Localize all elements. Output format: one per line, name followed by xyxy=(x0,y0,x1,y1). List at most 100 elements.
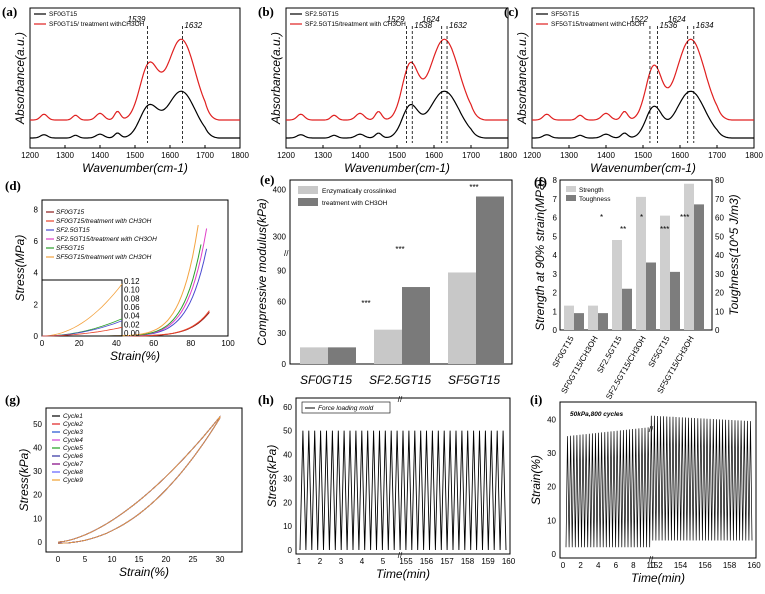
plot-g-frame xyxy=(45,407,243,553)
y-tick-label: 3 xyxy=(553,270,558,279)
ftir-frame-0 xyxy=(29,7,241,149)
plot-i-frame xyxy=(559,401,757,559)
y-tick-label: 40 xyxy=(283,451,292,460)
panel-label-0: (a) xyxy=(2,4,17,19)
legend-entry: SF5GT15 xyxy=(551,11,580,18)
peak-label: 1624 xyxy=(668,15,686,24)
legend-entry: SF0GT15/ treatment withCH3OH xyxy=(49,21,145,28)
y-tick-label: 2 xyxy=(553,289,558,298)
y2-tick-label: 20 xyxy=(715,289,724,298)
y-tick-label: 90 xyxy=(277,266,286,275)
y2-tick-label: 80 xyxy=(715,176,724,185)
plot-h-frame xyxy=(295,397,511,555)
y-tick-label: 50 xyxy=(283,427,292,436)
x-category-label: SF5GT15 xyxy=(448,373,500,387)
spectrum-untreated xyxy=(30,90,240,139)
strength-bar xyxy=(636,196,646,330)
significance-mark: *** xyxy=(680,213,689,222)
x-tick-label: 154 xyxy=(674,561,688,570)
legend-entry: SF0GT15 xyxy=(56,209,85,216)
inset-curve xyxy=(41,283,123,337)
y2-axis-label: Toughness(10^5 J/m3) xyxy=(727,194,741,315)
legend-entry: SF2.5GT15/treatment with CH3OH xyxy=(56,236,157,243)
y2-tick-label: 40 xyxy=(715,251,724,260)
inset-tick-label: 0.12 xyxy=(124,277,140,286)
x-tick-label: 1300 xyxy=(560,151,578,160)
y2-tick-label: 10 xyxy=(715,307,724,316)
x-tick-label: 60 xyxy=(149,339,158,348)
spectrum-treated xyxy=(286,38,508,121)
spectrum-untreated xyxy=(532,90,754,139)
significance-mark: *** xyxy=(361,299,370,308)
y-axis-label: Stress(kPa) xyxy=(17,449,31,512)
y-tick-label: 10 xyxy=(547,516,556,525)
x-tick-label: 1400 xyxy=(91,151,109,160)
cycle-loop-8 xyxy=(57,415,221,544)
legend-entry: SF2.5GT15 xyxy=(305,11,339,18)
strain-signal xyxy=(565,415,753,548)
toughness-bar xyxy=(670,271,680,330)
y2-tick-label: 60 xyxy=(715,214,724,223)
strength-bar xyxy=(684,183,694,330)
strength-bar xyxy=(660,215,670,330)
annotation-label: 50kPa,800 cycles xyxy=(570,411,624,418)
x-tick-label: 2 xyxy=(318,557,323,566)
force-signal xyxy=(299,430,507,551)
y-tick-label: 40 xyxy=(33,443,42,452)
toughness-bar xyxy=(574,313,584,330)
y-tick-label: 0 xyxy=(553,326,558,335)
x-axis-label: Strain(%) xyxy=(110,349,160,363)
x-axis-label: Strain(%) xyxy=(119,565,169,579)
y-tick-label: 30 xyxy=(277,329,286,338)
spectrum-treated xyxy=(532,38,754,121)
axis-break-mark: // xyxy=(398,551,403,560)
x-tick-label: 1800 xyxy=(499,151,517,160)
x-tick-label: 160 xyxy=(502,557,516,566)
x-tick-label: 20 xyxy=(162,555,171,564)
legend-entry: Cycle5 xyxy=(63,445,83,452)
x-axis-label: Time(min) xyxy=(631,571,685,585)
x-tick-label: 1700 xyxy=(708,151,726,160)
axis-break-mark: // xyxy=(398,395,403,404)
x-tick-label: 4 xyxy=(360,557,365,566)
panel-label-i: (i) xyxy=(530,392,542,407)
y-tick-label: 0 xyxy=(34,332,39,341)
x-tick-label: 1200 xyxy=(21,151,39,160)
y-tick-label: 30 xyxy=(547,449,556,458)
y-tick-label: 2 xyxy=(34,300,39,309)
inset-tick-label: 0.10 xyxy=(124,286,140,295)
significance-mark: *** xyxy=(469,183,478,192)
panel-label-2: (c) xyxy=(504,4,518,19)
bar-1-0 xyxy=(374,329,402,364)
legend-entry: SF5GT15 xyxy=(56,245,85,252)
legend-entry: Strength xyxy=(579,187,604,194)
x-tick-label: 1700 xyxy=(462,151,480,160)
peak-label: 1539 xyxy=(128,15,146,24)
y-axis-label: Strain(%) xyxy=(529,455,543,505)
legend-swatch xyxy=(298,198,318,206)
legend-entry: SF5GT15/treatment withCH3OH xyxy=(551,21,645,28)
y-tick-label: 20 xyxy=(547,483,556,492)
bar-1-1 xyxy=(402,287,430,364)
x-tick-label: 0 xyxy=(40,339,45,348)
y-axis-label: Absorbance(a.u.) xyxy=(13,32,27,125)
toughness-bar xyxy=(646,262,656,330)
y-tick-label: 30 xyxy=(283,474,292,483)
ftir-frame-1 xyxy=(285,7,509,149)
x-category-label: SF0GT15 xyxy=(551,334,576,369)
legend-entry: Cycle8 xyxy=(63,469,83,476)
x-tick-label: 1400 xyxy=(351,151,369,160)
y-tick-label: 6 xyxy=(553,214,558,223)
toughness-bar xyxy=(598,313,608,330)
axis-break-mark: // xyxy=(284,249,289,258)
legend-swatch xyxy=(298,186,318,194)
legend-entry: treatment with CH3OH xyxy=(322,200,388,207)
axis-break-mark: // xyxy=(649,555,654,564)
legend-entry: Cycle3 xyxy=(63,429,83,436)
x-tick-label: 10 xyxy=(108,555,117,564)
x-tick-label: 158 xyxy=(723,561,737,570)
toughness-bar xyxy=(694,204,704,330)
x-tick-label: 1600 xyxy=(161,151,179,160)
x-category-label: SF2.5GT15 xyxy=(369,373,431,387)
